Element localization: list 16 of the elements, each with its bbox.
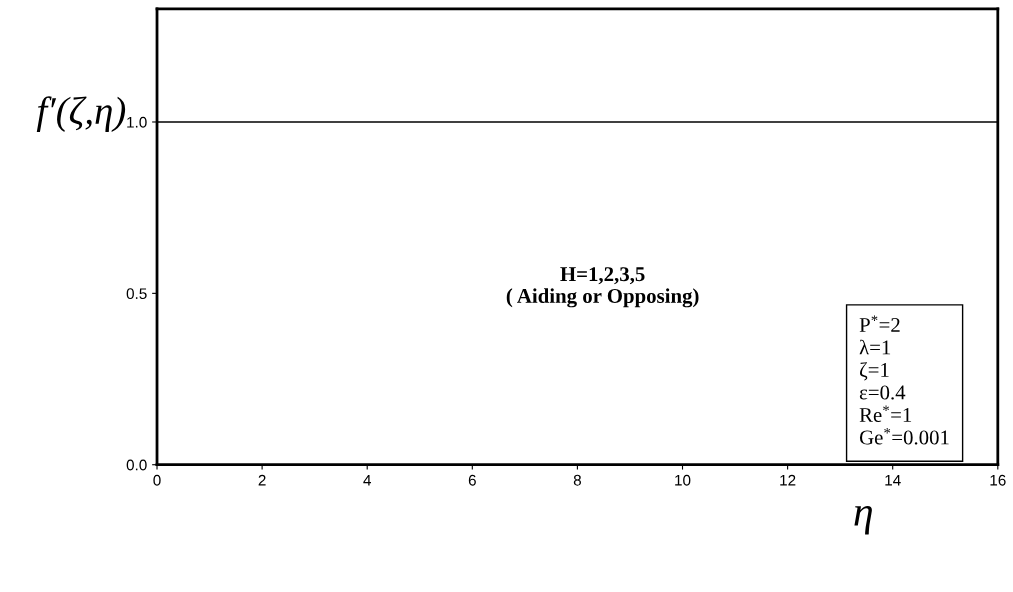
x-tick-label: 12: [780, 474, 796, 486]
x-tick-label: 2: [258, 474, 266, 486]
y-tick-label: 0.5: [126, 288, 147, 300]
annotation: H=1,2,3,5 ( Aiding or Opposing): [506, 267, 699, 308]
x-tick-label: 0: [153, 474, 161, 486]
x-tick-label: 6: [468, 474, 476, 486]
x-tick-label: 4: [363, 475, 372, 486]
x-tick-label: 14: [885, 475, 901, 486]
text: P$^{*}$=2 λ=1 ζ=1 ε=0.4 Re$^{*}$=1 Ge$^{*}$=0.001: [859, 315, 949, 445]
y-tick-label: 0.0: [126, 459, 147, 471]
x-tick-label: 16: [990, 474, 1006, 486]
y-axis-title: f′(ζ,η): [36, 96, 126, 132]
y-tick-label: 1.0: [127, 116, 147, 128]
x-tick-label: 10: [675, 474, 691, 486]
x-axis-title: η: [854, 505, 872, 535]
x-tick-label: 8: [573, 474, 581, 486]
